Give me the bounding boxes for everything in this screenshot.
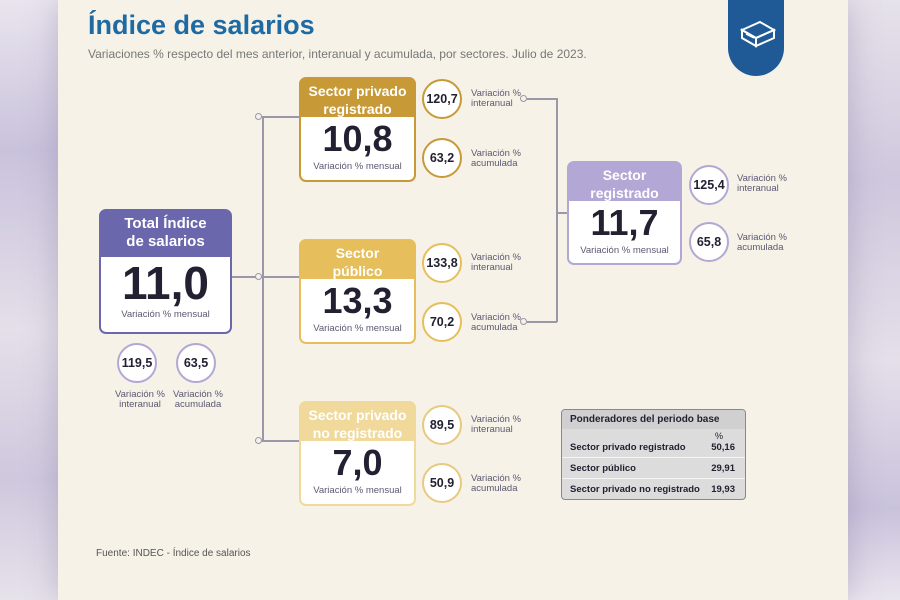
weights-row-label: Sector público (570, 462, 636, 474)
registered-sector-box: Sector registrado 11,7 Variación % mensu… (567, 161, 682, 265)
sector-interanual-circle: 89,5 (422, 405, 462, 445)
total-interanual-label: Variación % interanual (115, 389, 165, 410)
connector (232, 276, 262, 278)
indec-logo (728, 0, 784, 76)
sector-acumulada-label: Variación % acumulada (471, 473, 521, 494)
registered-acumulada-label: Variación % acumulada (737, 232, 787, 253)
connector (527, 321, 557, 323)
weights-table: Ponderadores del periodo base % Sector p… (561, 409, 746, 500)
connector (262, 440, 300, 442)
sector-interanual-label: Variación % interanual (471, 88, 521, 109)
connector-dot (520, 95, 527, 102)
total-index-box: Total Índice de salarios 11,0 Variación … (99, 209, 232, 334)
connector (556, 212, 568, 214)
sector-acumulada-label: Variación % acumulada (471, 312, 521, 333)
sector-value: 7,0 (332, 442, 383, 483)
connector-dot (255, 273, 262, 280)
table-row: Sector privado registrado 50,16 (562, 437, 745, 457)
weights-row-label: Sector privado no registrado (570, 483, 700, 495)
weights-row-value: 50,16 (711, 441, 735, 453)
connector (556, 98, 558, 322)
weights-row-label: Sector privado registrado (570, 441, 686, 453)
right-backdrop (848, 0, 900, 600)
connector-dot (255, 113, 262, 120)
registered-sector-caption: Variación % mensual (580, 245, 669, 256)
sector-acumulada-label: Variación % acumulada (471, 148, 521, 169)
sector-box: Sector privado no registrado 7,0 Variaci… (299, 401, 416, 506)
sector-acumulada-circle: 63,2 (422, 138, 462, 178)
sector-caption: Variación % mensual (313, 323, 402, 334)
cash-icon (739, 20, 777, 48)
weights-table-title: Ponderadores del periodo base (562, 410, 745, 429)
connector (262, 116, 264, 441)
total-index-caption: Variación % mensual (121, 309, 210, 320)
registered-acumulada-circle: 65,8 (689, 222, 729, 262)
sector-acumulada-circle: 70,2 (422, 302, 462, 342)
weights-unit: % (562, 429, 745, 441)
left-backdrop (0, 0, 58, 600)
total-acumulada-circle: 63,5 (176, 343, 216, 383)
connector-dot (520, 318, 527, 325)
connector (527, 98, 557, 100)
registered-sector-value: 11,7 (590, 202, 659, 243)
total-index-value: 11,0 (122, 257, 209, 309)
weights-row-value: 19,93 (711, 483, 735, 495)
page-title: Índice de salarios (88, 10, 315, 40)
total-acumulada-label: Variación % acumulada (173, 389, 223, 410)
sector-interanual-label: Variación % interanual (471, 414, 521, 435)
sector-box: Sector privado registrado 10,8 Variación… (299, 77, 416, 182)
sector-acumulada-circle: 50,9 (422, 463, 462, 503)
registered-interanual-label: Variación % interanual (737, 173, 787, 194)
total-interanual-circle: 119,5 (117, 343, 157, 383)
connector (262, 276, 300, 278)
page-subtitle: Variaciones % respecto del mes anterior,… (88, 47, 587, 61)
sector-label: Sector privado no registrado (301, 403, 414, 441)
sector-box: Sector público 13,3 Variación % mensual (299, 239, 416, 344)
total-index-label: Total Índice de salarios (101, 211, 230, 257)
sector-interanual-circle: 120,7 (422, 79, 462, 119)
registered-interanual-circle: 125,4 (689, 165, 729, 205)
sector-value: 13,3 (322, 280, 393, 321)
weights-row-value: 29,91 (711, 462, 735, 474)
connector (262, 116, 300, 118)
table-row: Sector privado no registrado 19,93 (562, 478, 745, 499)
registered-sector-label: Sector registrado (569, 163, 680, 201)
sector-caption: Variación % mensual (313, 161, 402, 172)
sector-interanual-circle: 133,8 (422, 243, 462, 283)
table-row: Sector público 29,91 (562, 457, 745, 478)
sector-interanual-label: Variación % interanual (471, 252, 521, 273)
sector-caption: Variación % mensual (313, 485, 402, 496)
sector-label: Sector privado registrado (301, 79, 414, 117)
connector-dot (255, 437, 262, 444)
sector-value: 10,8 (322, 118, 393, 159)
sector-label: Sector público (301, 241, 414, 279)
source-note: Fuente: INDEC - Índice de salarios (96, 548, 251, 559)
